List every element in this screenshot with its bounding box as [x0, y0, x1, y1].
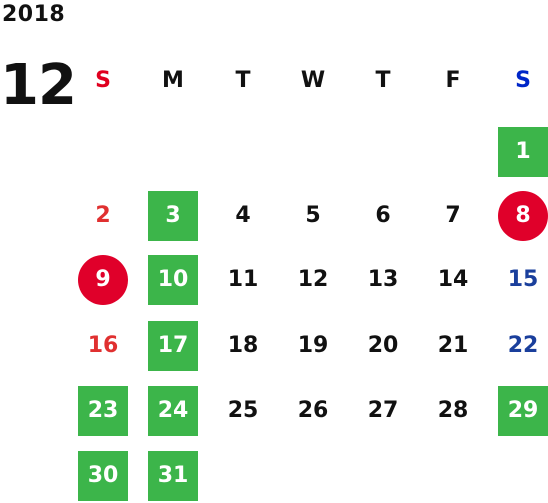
day-cell-19[interactable]: 19: [297, 333, 329, 358]
day-cell-10[interactable]: 10: [148, 255, 198, 305]
year-label: 2018: [2, 2, 66, 27]
day-cell-17[interactable]: 17: [148, 321, 198, 371]
day-cell-14[interactable]: 14: [437, 267, 469, 292]
weekday-friday: F: [445, 68, 461, 93]
day-cell-6[interactable]: 6: [375, 203, 391, 228]
day-cell-28[interactable]: 28: [437, 398, 469, 423]
day-cell-8[interactable]: 8: [498, 191, 548, 241]
day-cell-29[interactable]: 29: [498, 386, 548, 436]
day-cell-30[interactable]: 30: [78, 451, 128, 501]
weekday-tuesday: T: [235, 68, 251, 93]
day-cell-23[interactable]: 23: [78, 386, 128, 436]
weekday-monday: M: [162, 68, 184, 93]
day-cell-26[interactable]: 26: [297, 398, 329, 423]
day-cell-12[interactable]: 12: [297, 267, 329, 292]
weekday-wednesday: W: [300, 68, 326, 93]
day-cell-3[interactable]: 3: [148, 191, 198, 241]
day-cell-22[interactable]: 22: [507, 333, 539, 358]
day-cell-1[interactable]: 1: [498, 127, 548, 177]
day-cell-13[interactable]: 13: [367, 267, 399, 292]
day-cell-25[interactable]: 25: [227, 398, 259, 423]
month-label: 12: [0, 53, 77, 118]
weekday-saturday: S: [515, 68, 531, 93]
day-cell-20[interactable]: 20: [367, 333, 399, 358]
day-cell-9[interactable]: 9: [78, 255, 128, 305]
day-cell-18[interactable]: 18: [227, 333, 259, 358]
day-cell-4[interactable]: 4: [235, 203, 251, 228]
day-cell-16[interactable]: 16: [87, 333, 119, 358]
day-cell-24[interactable]: 24: [148, 386, 198, 436]
day-cell-15[interactable]: 15: [507, 267, 539, 292]
weekday-thursday: T: [375, 68, 391, 93]
day-cell-27[interactable]: 27: [367, 398, 399, 423]
day-cell-5[interactable]: 5: [305, 203, 321, 228]
day-cell-21[interactable]: 21: [437, 333, 469, 358]
day-cell-2[interactable]: 2: [95, 203, 111, 228]
day-cell-31[interactable]: 31: [148, 451, 198, 501]
day-cell-11[interactable]: 11: [227, 267, 259, 292]
day-cell-7[interactable]: 7: [445, 203, 461, 228]
weekday-sunday: S: [95, 68, 111, 93]
